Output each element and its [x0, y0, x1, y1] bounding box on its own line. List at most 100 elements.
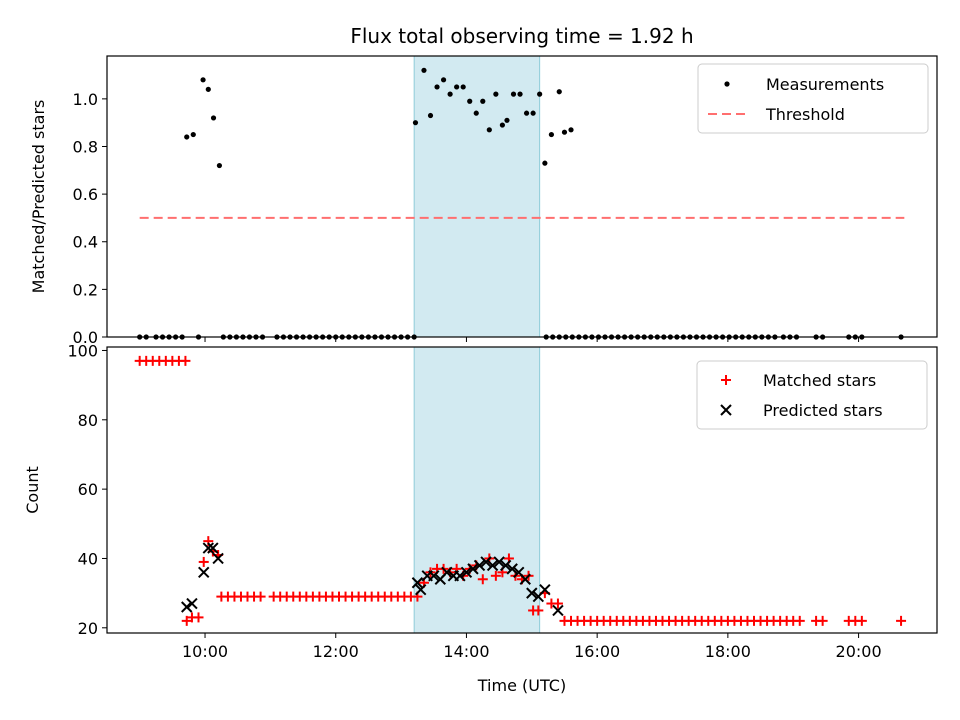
x-tick-label: 20:00 [836, 642, 882, 661]
measurement-point [200, 77, 206, 83]
measurement-point [480, 98, 486, 104]
measurement-point [486, 127, 492, 133]
y-tick-label: 20 [78, 619, 98, 638]
y-tick-label: 40 [78, 549, 98, 568]
legend-marker-predicted [720, 404, 732, 416]
predicted-star-point [460, 566, 473, 579]
x-axis-label: Time (UTC) [477, 676, 566, 695]
legend-box [696, 360, 928, 430]
y-tick-label: 80 [78, 411, 98, 430]
x-tick-label: 18:00 [705, 642, 751, 661]
measurement-point [493, 91, 499, 97]
predicted-star-point [499, 559, 512, 572]
matched-star-point [490, 570, 501, 581]
measurement-point [440, 77, 447, 83]
y-axis-label: Matched/Predicted stars [29, 100, 48, 294]
measurement-point [216, 162, 223, 169]
measurement-point [542, 160, 548, 166]
measurement-point [184, 134, 190, 140]
legend-label-measurements: Measurements [766, 75, 884, 94]
y-tick-label: 0.2 [73, 280, 98, 299]
measurement-point [530, 110, 536, 116]
predicted-star-point [202, 542, 215, 554]
y-tick-label: 0.0 [73, 328, 98, 347]
measurement-point [421, 67, 427, 73]
predicted-star-point [181, 601, 193, 613]
measurement-point [190, 131, 196, 138]
measurement-point [454, 84, 460, 90]
matched-star-point [533, 605, 544, 616]
matched-star-point [856, 615, 867, 626]
predicted-star-point [454, 570, 466, 582]
y-tick-label: 0.8 [73, 137, 98, 156]
predicted-star-point [186, 597, 198, 610]
matched-star-point [817, 615, 828, 626]
measurement-point [561, 129, 568, 135]
x-tick-label: 16:00 [574, 642, 620, 661]
measurement-point [523, 110, 530, 116]
predicted-star-point [506, 563, 518, 575]
measurement-point [427, 112, 434, 119]
measurement-point [548, 131, 555, 138]
x-tick-label: 14:00 [443, 642, 489, 661]
measurement-point [556, 89, 562, 95]
measurement-point [499, 122, 505, 128]
predicted-star-point [414, 583, 427, 596]
measurement-point [467, 98, 473, 104]
y-tick-label: 0.4 [73, 233, 98, 252]
matched-star-point [181, 615, 192, 626]
measurement-point [447, 91, 453, 97]
measurement-point [537, 91, 543, 97]
matched-star-point [193, 612, 204, 623]
measurement-point [568, 127, 574, 133]
x-tick-label: 10:00 [182, 642, 228, 661]
predicted-star-point [198, 566, 210, 579]
matched-star-point [896, 615, 907, 626]
predicted-star-point [428, 570, 440, 582]
measurement-point [504, 117, 510, 123]
y-tick-label: 0.6 [73, 185, 98, 204]
predicted-star-point [519, 573, 531, 585]
y-tick-label: 100 [67, 341, 98, 360]
top-axes-frame [106, 55, 938, 338]
measurement-point [205, 86, 211, 92]
counts-panel: 20 40 60 80 100 10:00 12:00 14:00 16:00 18:00 20:0… [23, 341, 938, 695]
bottom-axes-frame [106, 346, 938, 634]
legend-box [697, 63, 929, 134]
y-tick-label: 1.0 [73, 90, 98, 109]
legend-label-matched: Matched stars [763, 371, 876, 390]
predicted-star-point [486, 559, 499, 572]
predicted-star-point [473, 559, 486, 572]
matched-star-point [198, 556, 209, 567]
x-tick-label: 12:00 [313, 642, 359, 661]
legend-marker-measurements [724, 81, 730, 87]
measurement-point [434, 84, 440, 90]
matched-star-point [477, 574, 488, 585]
chart-title: Flux total observing time = 1.92 h [350, 24, 693, 48]
predicted-star-point [212, 552, 224, 565]
legend-label-predicted: Predicted stars [763, 401, 883, 420]
legend-label-threshold: Threshold [765, 105, 845, 124]
measurement-point [412, 120, 419, 126]
measurement-point [517, 91, 523, 97]
predicted-star-point [526, 587, 538, 599]
matched-star-point [255, 591, 266, 602]
predicted-star-point [411, 577, 424, 589]
predicted-star-point [441, 566, 453, 579]
matched-star-point [180, 355, 191, 366]
measurement-point [210, 115, 217, 121]
y-tick-label: 60 [78, 480, 98, 499]
predicted-star-point [539, 583, 551, 596]
y-axis-label: Count [23, 466, 42, 514]
shaded-interval [413, 55, 541, 338]
matched-star-point [552, 598, 563, 609]
matched-star-point [794, 615, 805, 626]
legend-marker-matched [721, 375, 731, 385]
measurements-panel: 0.0 0.2 0.4 0.6 0.8 1.0 Matched/Predicted star… [29, 55, 938, 347]
predicted-star-point [552, 604, 564, 617]
shaded-interval [413, 346, 541, 634]
predicted-star-point [480, 556, 492, 568]
measurement-point [473, 110, 479, 116]
predicted-star-point [493, 556, 505, 568]
